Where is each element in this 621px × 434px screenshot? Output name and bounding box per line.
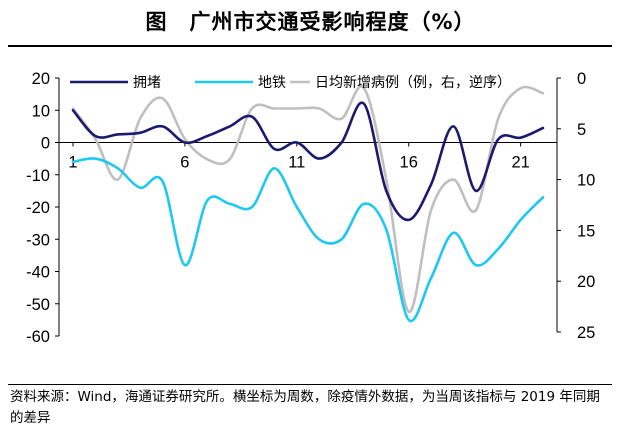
left-tick-label: -40 — [26, 264, 50, 282]
left-tick-label: -60 — [26, 328, 50, 346]
series-line-new-cases — [71, 85, 545, 314]
left-tick-label: 20 — [32, 70, 50, 88]
x-tick-label: 16 — [400, 154, 418, 172]
left-tick-label: -20 — [26, 199, 50, 217]
right-tick-label: 20 — [577, 273, 595, 291]
right-tick-label: 15 — [577, 222, 595, 240]
legend-label: 拥堵 — [133, 75, 161, 91]
x-tick-label: 11 — [288, 154, 305, 172]
left-tick-label: 0 — [41, 135, 50, 153]
legend: 拥堵 地铁 日均新增病例（例，右，逆序） — [70, 75, 511, 91]
right-tick-label: 5 — [577, 121, 586, 139]
title-rule — [8, 45, 612, 47]
series-line-metro — [71, 157, 545, 323]
left-tick-label: 10 — [32, 102, 50, 120]
legend-label: 日均新增病例（例，右，逆序） — [315, 75, 511, 91]
left-tick-label: -50 — [26, 296, 50, 314]
legend-label: 地铁 — [258, 75, 286, 91]
legend-item-congestion: 拥堵 — [70, 75, 161, 91]
legend-item-metro: 地铁 — [195, 75, 286, 91]
chart-title: 图 广州市交通受影响程度（%） — [145, 10, 476, 34]
series-layer — [71, 85, 545, 323]
series-line-congestion — [71, 101, 545, 222]
left-axis: 20 10 0 -10 -20 -30 -40 -50 -60 — [26, 70, 60, 346]
right-tick-label: 0 — [577, 70, 586, 88]
x-tick-label: 21 — [511, 154, 529, 172]
x-tick-label: 6 — [180, 154, 189, 172]
right-tick-label: 10 — [577, 172, 595, 190]
left-tick-label: -10 — [26, 167, 50, 185]
right-axis: 0 5 10 15 20 25 — [556, 70, 595, 342]
footnote: 资料来源：Wind，海通证券研究所。横坐标为周数，除疫情外数据，为当周该指标与 … — [10, 389, 600, 426]
chart-area: 20 10 0 -10 -20 -30 -40 -50 -60 0 5 10 15 20 25 1 6 11 1… — [26, 70, 595, 346]
x-axis: 1 6 11 16 21 — [59, 142, 557, 172]
footnote-rule — [8, 384, 612, 385]
right-tick-label: 25 — [577, 324, 595, 342]
legend-item-new-cases: 日均新增病例（例，右，逆序） — [290, 75, 511, 91]
left-tick-label: -30 — [26, 231, 50, 249]
